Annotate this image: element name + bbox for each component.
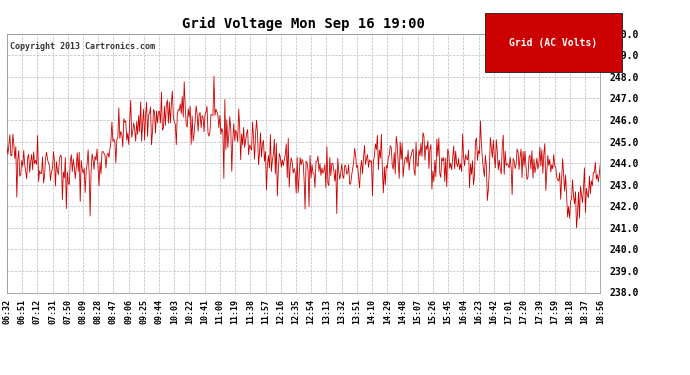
Text: Copyright 2013 Cartronics.com: Copyright 2013 Cartronics.com bbox=[10, 42, 155, 51]
Text: Grid (AC Volts): Grid (AC Volts) bbox=[509, 38, 598, 48]
Title: Grid Voltage Mon Sep 16 19:00: Grid Voltage Mon Sep 16 19:00 bbox=[182, 17, 425, 31]
